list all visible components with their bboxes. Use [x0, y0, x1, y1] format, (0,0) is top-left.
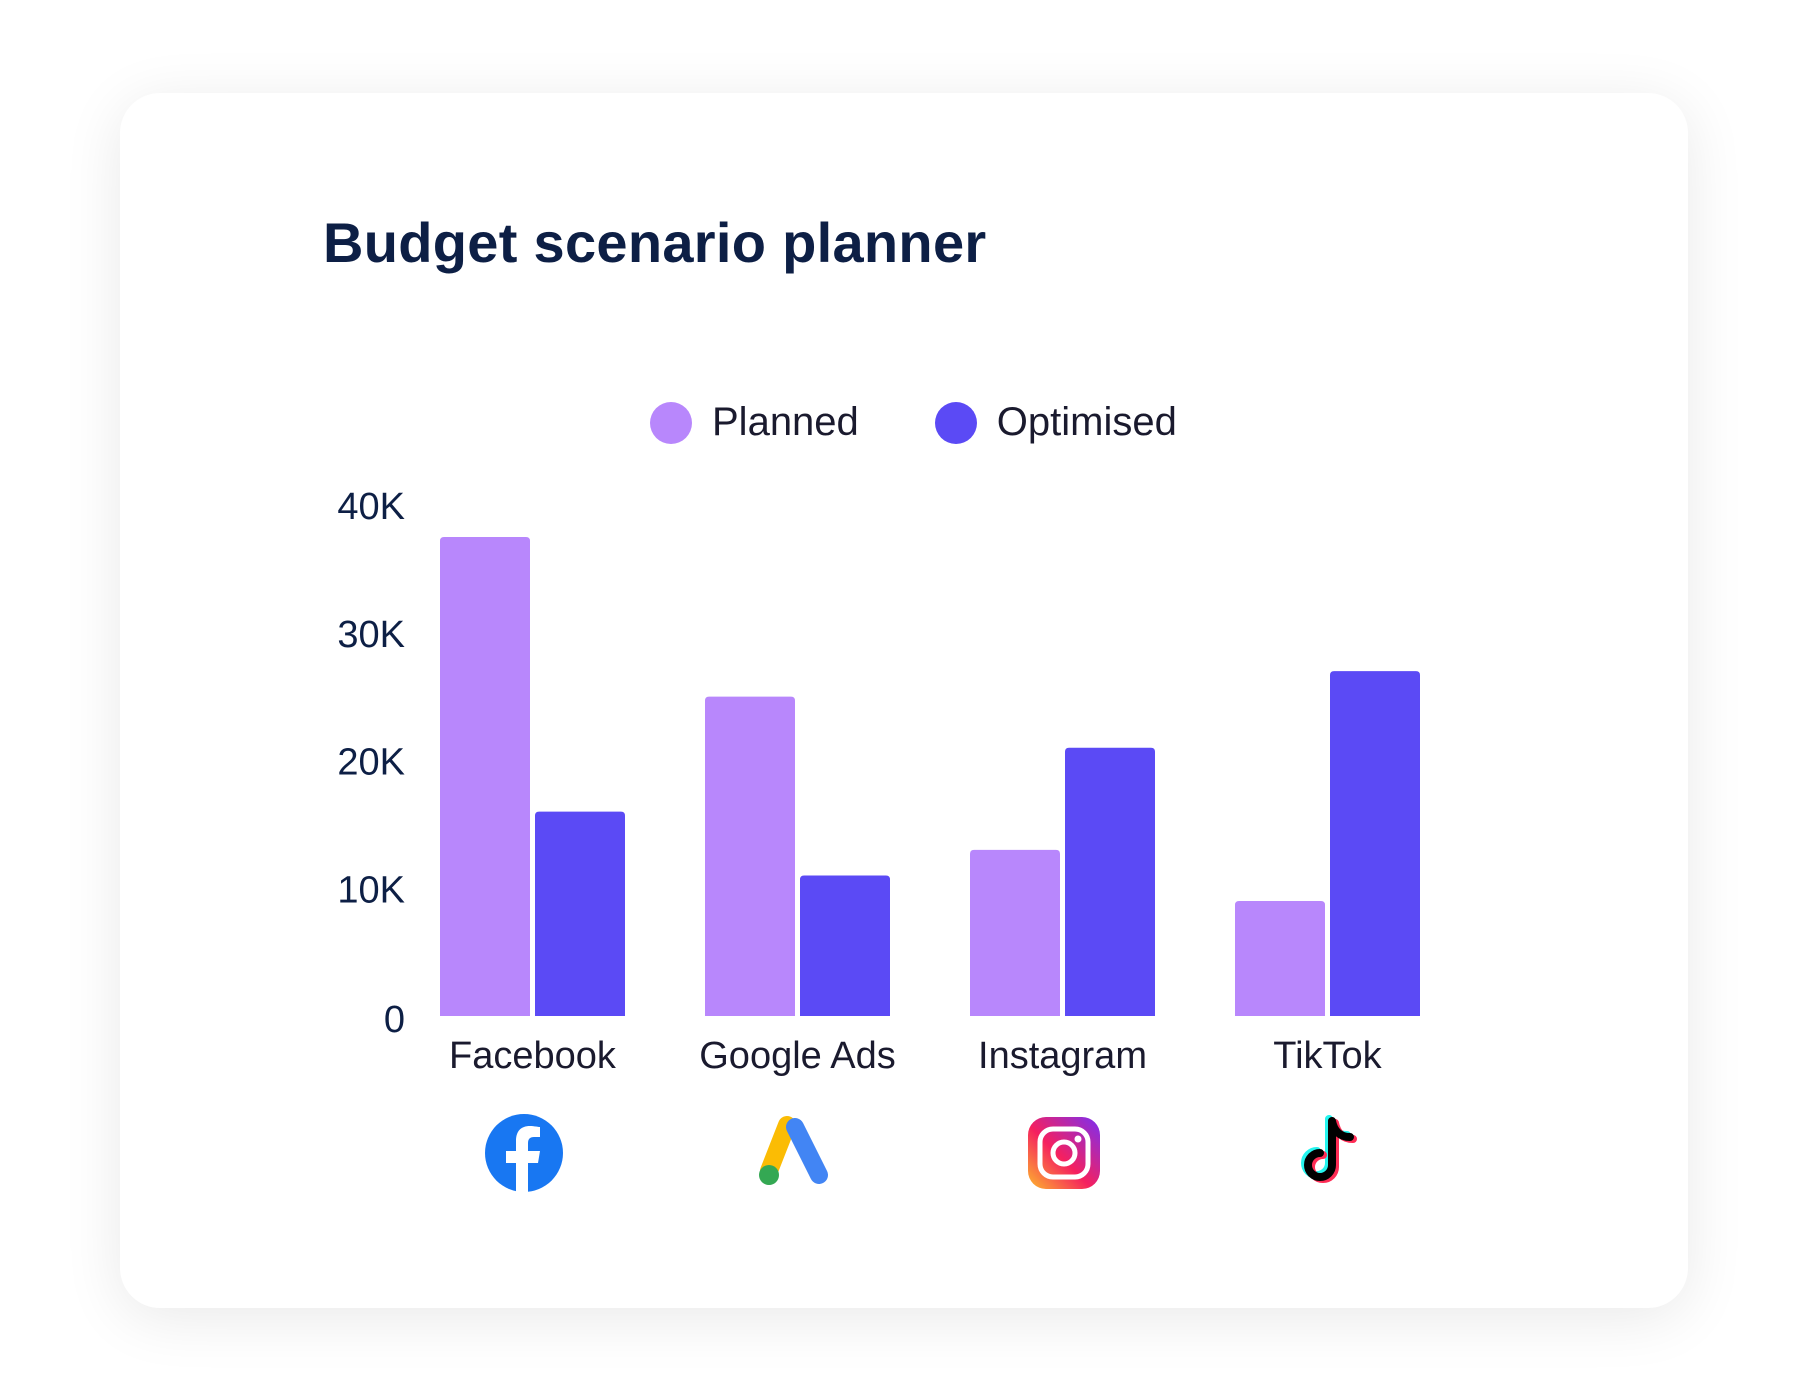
instagram-icon[interactable] — [1024, 1113, 1104, 1193]
bar-planned-facebook — [440, 536, 530, 1016]
y-tick-label: 30K — [337, 614, 405, 656]
bar-optimised-instagram — [1065, 747, 1155, 1016]
legend: Planned Optimised — [650, 400, 1177, 445]
page-title: Budget scenario planner — [323, 211, 987, 274]
tiktok-icon[interactable] — [1288, 1113, 1368, 1193]
google-ads-icon[interactable] — [755, 1113, 835, 1193]
legend-label-planned: Planned — [712, 400, 859, 444]
bar-optimised-tiktok — [1330, 671, 1420, 1016]
x-tick-label: Google Ads — [699, 1035, 895, 1077]
legend-item-planned[interactable]: Planned — [650, 400, 859, 445]
bar-optimised-facebook — [535, 811, 625, 1016]
y-tick-label: 20K — [337, 742, 405, 784]
legend-dot-optimised — [934, 401, 977, 444]
bar-planned-google-ads — [705, 696, 795, 1016]
y-tick-label: 10K — [337, 869, 405, 911]
x-tick-label: TikTok — [1273, 1035, 1382, 1077]
legend-dot-planned — [650, 401, 692, 444]
bar-planned-instagram — [970, 849, 1060, 1016]
x-tick-label: Instagram — [978, 1035, 1147, 1077]
legend-label-optimised: Optimised — [996, 400, 1177, 444]
bar-optimised-google-ads — [800, 875, 890, 1016]
y-tick-label: 40K — [337, 486, 405, 528]
x-tick-label: Facebook — [449, 1035, 617, 1077]
facebook-icon[interactable] — [484, 1113, 564, 1193]
chart-card — [120, 93, 1688, 1308]
bar-planned-tiktok — [1235, 901, 1325, 1016]
y-tick-label: 0 — [384, 999, 405, 1041]
legend-item-optimised[interactable]: Optimised — [934, 400, 1177, 445]
